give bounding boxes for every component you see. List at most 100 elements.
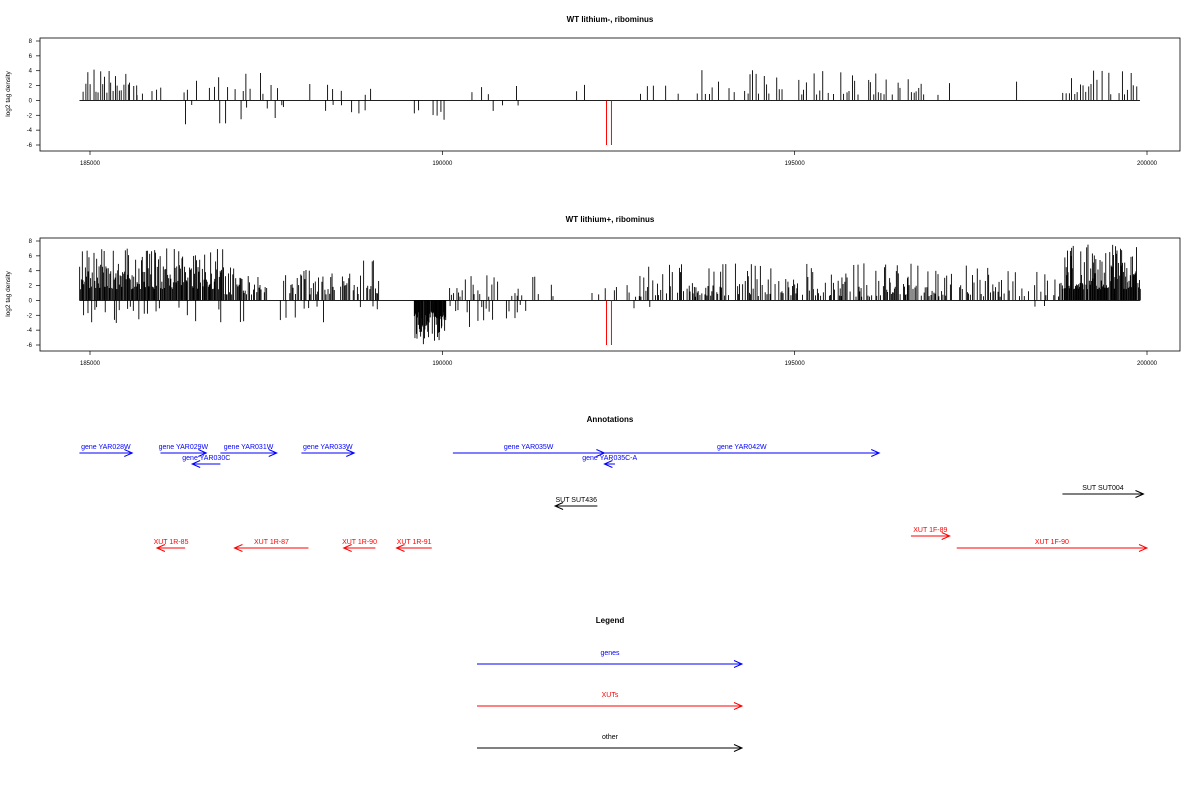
annotation-feature: XUT 1R-85 <box>154 539 189 552</box>
y-tick-label: 0 <box>29 298 33 304</box>
legend-items: genes XUTs other <box>477 650 744 752</box>
panel-2-frame <box>39 237 1181 352</box>
legend-item: other <box>477 734 744 752</box>
feature-label: SUT SUT004 <box>1082 485 1124 492</box>
y-tick-label: 0 <box>29 98 33 104</box>
legend-arrowhead <box>733 660 744 668</box>
y-tick-label: 6 <box>29 54 33 60</box>
feature-label: gene YAR033W <box>303 444 353 451</box>
legend-arrowhead <box>733 702 744 710</box>
annotation-feature: gene YAR033W <box>301 444 356 457</box>
x-tick-label: 185000 <box>80 161 101 167</box>
feature-arrowhead <box>124 449 134 457</box>
feature-label: gene YAR035C-A <box>582 455 637 462</box>
feature-arrowhead <box>1135 490 1145 498</box>
x-tick-label: 200000 <box>1137 361 1158 367</box>
feature-label: XUT 1F-89 <box>913 527 947 534</box>
y-tick-label: 2 <box>29 84 33 90</box>
y-tick-label: -4 <box>27 128 33 134</box>
panel-2-title: WT lithium+, ribominus <box>566 215 655 224</box>
feature-arrowhead <box>395 544 405 552</box>
y-tick-label: -6 <box>27 143 33 149</box>
y-tick-label: 6 <box>29 254 33 260</box>
annotation-feature: gene YAR028W <box>79 444 134 457</box>
panel-1-bars <box>79 69 1140 145</box>
y-tick-label: 8 <box>29 239 33 245</box>
feature-label: gene YAR029W <box>159 444 209 451</box>
feature-arrowhead <box>268 449 278 457</box>
legend-arrowhead <box>733 744 744 752</box>
annotation-feature: gene YAR042W <box>604 444 881 457</box>
legend-title: Legend <box>596 616 625 625</box>
feature-label: XUT 1R-87 <box>254 539 289 546</box>
panel-2-x-axis: 185000 190000 195000 200000 <box>80 351 1158 367</box>
legend-label: genes <box>600 650 620 657</box>
legend-item: XUTs <box>477 692 744 710</box>
annotation-feature: XUT 1F-89 <box>910 527 951 540</box>
feature-arrowhead <box>233 544 243 552</box>
feature-arrowhead <box>190 460 201 468</box>
panel-1-x-axis: 185000 190000 195000 200000 <box>80 151 1158 167</box>
annotation-feature: XUT 1R-91 <box>395 539 432 552</box>
feature-label: XUT 1R-91 <box>397 539 432 546</box>
y-tick-label: 4 <box>29 69 33 75</box>
feature-label: gene YAR030C <box>182 455 230 462</box>
feature-arrowhead <box>342 544 352 552</box>
annotation-feature: XUT 1R-90 <box>342 539 377 552</box>
panel-1-y-label: log2 tag density <box>5 70 12 116</box>
annotation-feature: gene YAR031W <box>220 444 278 457</box>
annotation-feature: gene YAR030C <box>182 455 230 468</box>
feature-arrowhead <box>941 532 951 540</box>
feature-arrowhead <box>553 502 564 510</box>
feature-label: XUT 1F-90 <box>1035 539 1069 546</box>
feature-arrowhead <box>871 449 881 457</box>
y-tick-label: 4 <box>29 269 33 275</box>
panel-2-bars <box>79 244 1141 345</box>
feature-label: XUT 1R-90 <box>342 539 377 546</box>
feature-arrowhead <box>198 449 208 457</box>
x-tick-label: 195000 <box>785 361 806 367</box>
annotation-feature: gene YAR029W <box>159 444 209 457</box>
panel-lithium-minus: WT lithium-, ribominus log2 tag density … <box>5 15 1181 167</box>
x-tick-label: 190000 <box>432 361 453 367</box>
feature-label: gene YAR042W <box>717 444 767 451</box>
feature-arrowhead <box>603 460 613 468</box>
annotations-title: Annotations <box>587 415 634 424</box>
x-tick-label: 200000 <box>1137 161 1158 167</box>
annotation-feature: XUT 1F-90 <box>956 539 1149 552</box>
feature-arrowhead <box>155 544 166 552</box>
x-tick-label: 195000 <box>785 161 806 167</box>
panel-1-frame <box>39 37 1181 152</box>
annotation-feature: SUT SUT004 <box>1062 485 1145 498</box>
y-tick-label: -2 <box>27 113 33 119</box>
panel-2-y-label: log2 tag density <box>5 270 12 316</box>
y-tick-label: -2 <box>27 313 33 319</box>
feature-label: gene YAR028W <box>81 444 131 451</box>
annotation-feature: SUT SUT436 <box>553 497 598 510</box>
legend-label: XUTs <box>602 692 619 699</box>
annotation-features: gene YAR028W gene YAR029W gene YAR030C gene… <box>79 444 1149 552</box>
y-tick-label: -6 <box>27 343 33 349</box>
panel-2-y-axis: -6 -4 -2 0 2 4 6 8 <box>27 239 40 349</box>
feature-label: gene YAR031W <box>224 444 274 451</box>
annotation-feature: gene YAR035C-A <box>582 455 638 468</box>
feature-arrowhead <box>1138 544 1149 552</box>
annotations-track: Annotations gene YAR028W gene YAR029Wgene… <box>79 415 1149 552</box>
annotation-feature: XUT 1R-87 <box>233 539 309 552</box>
panel-1-title: WT lithium-, ribominus <box>567 15 654 24</box>
panel-1-y-axis: -6 -4 -2 0 2 4 6 8 <box>27 39 40 149</box>
feature-arrowhead <box>346 449 356 457</box>
x-tick-label: 190000 <box>432 161 453 167</box>
y-tick-label: 2 <box>29 284 33 290</box>
legend-item: genes <box>477 650 744 668</box>
legend-label: other <box>602 734 619 741</box>
y-tick-label: 8 <box>29 39 33 45</box>
panel-lithium-plus: WT lithium+, ribominus log2 tag density … <box>5 215 1181 367</box>
x-tick-label: 185000 <box>80 361 101 367</box>
y-tick-label: -4 <box>27 328 33 334</box>
feature-label: SUT SUT436 <box>555 497 597 504</box>
legend: Legend genes XUTs other <box>477 616 744 752</box>
feature-label: gene YAR035W <box>504 444 554 451</box>
feature-label: XUT 1R-85 <box>154 539 189 546</box>
